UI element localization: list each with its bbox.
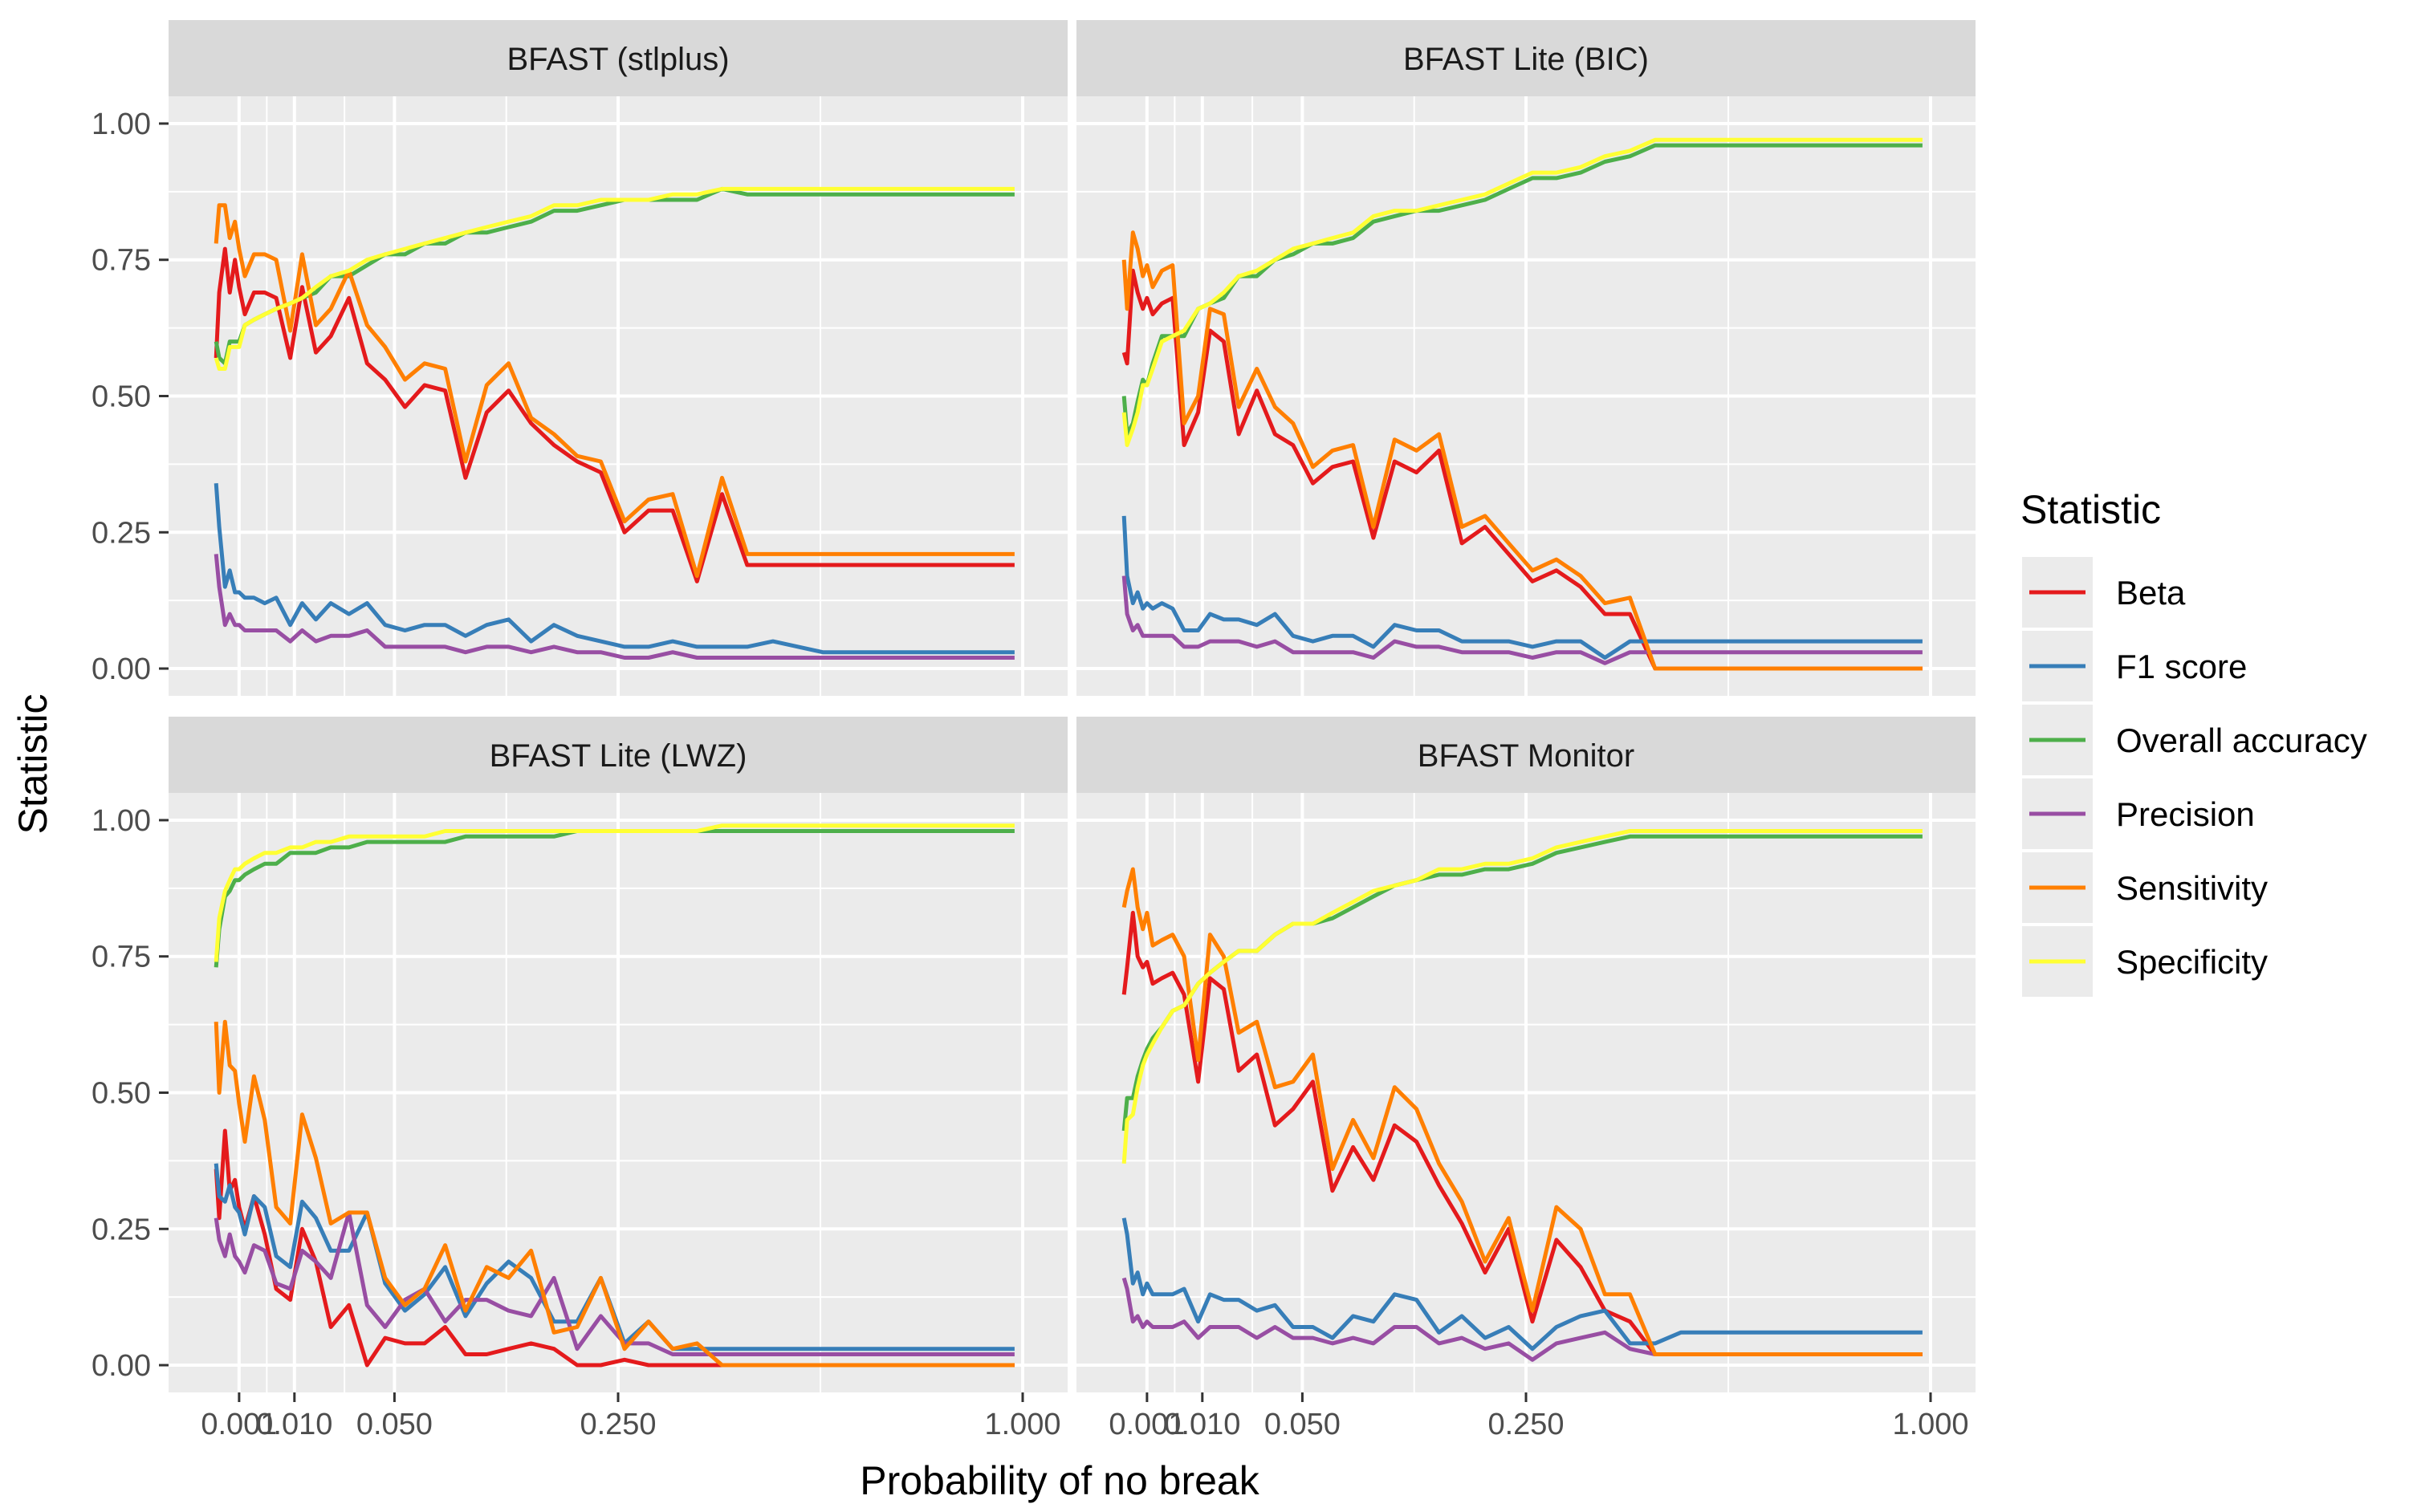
y-tick-label: 0.00 xyxy=(92,1349,151,1383)
panel-strip xyxy=(169,717,1068,793)
series-line-f1-score xyxy=(1121,515,1923,660)
x-tick-label: 0.001 xyxy=(1109,1408,1185,1441)
legend-label: Overall accuracy xyxy=(2116,721,2367,759)
legend-item-beta: Beta xyxy=(2022,557,2186,628)
x-tick-label: 0.001 xyxy=(201,1408,277,1441)
y-tick-label: 0.50 xyxy=(92,380,151,414)
x-tick-label: 0.050 xyxy=(356,1408,433,1441)
panel-strip xyxy=(1076,717,1976,793)
legend-item-precision: Precision xyxy=(2022,778,2255,849)
y-tick-label: 0.75 xyxy=(92,941,151,974)
panel-bfast-lite-lwz: BFAST Lite (LWZ) 0.00 0.25 0.50 0.75 1.0… xyxy=(92,717,1068,1441)
series-line-specificity xyxy=(214,186,1015,371)
panel-title: BFAST Monitor xyxy=(1418,738,1634,774)
x-tick-label: 1.000 xyxy=(984,1408,1060,1441)
legend-item-overall-accuracy: Overall accuracy xyxy=(2022,705,2367,775)
series-line-specificity xyxy=(1121,137,1923,448)
series-line-overall-accuracy xyxy=(214,829,1015,968)
panel-title: BFAST Lite (BIC) xyxy=(1403,42,1649,77)
series-group xyxy=(1121,829,1923,1362)
x-axis: 0.001 0.010 0.050 0.250 1.000 xyxy=(1109,1392,1969,1441)
series-line-f1-score xyxy=(214,1163,1015,1351)
legend-item-f1-score: F1 score xyxy=(2022,631,2247,701)
x-tick-label: 0.250 xyxy=(1487,1408,1564,1441)
panel-bfast-lite-bic: BFAST Lite (BIC) xyxy=(1076,20,1976,696)
y-tick-label: 0.00 xyxy=(92,652,151,686)
y-tick-label: 0.25 xyxy=(92,1213,151,1246)
legend-item-specificity: Specificity xyxy=(2022,926,2268,997)
series-line-sensitivity xyxy=(214,203,1015,579)
y-axis: 0.00 0.25 0.50 0.75 1.00 xyxy=(92,108,169,686)
x-axis-title: Probability of no break xyxy=(860,1458,1260,1503)
legend-label: Specificity xyxy=(2116,943,2268,981)
panel-strip xyxy=(169,20,1068,96)
y-tick-label: 0.25 xyxy=(92,516,151,550)
series-line-precision xyxy=(1121,575,1923,665)
series-group xyxy=(1121,137,1923,671)
legend-label: Beta xyxy=(2116,574,2186,612)
x-tick-label: 0.250 xyxy=(580,1408,656,1441)
series-group xyxy=(214,186,1015,660)
legend-label: F1 score xyxy=(2116,648,2247,685)
panel-bfast-stlplus: BFAST (stlplus) 0.00 0.25 0.50 0.75 1.00 xyxy=(92,20,1068,696)
series-line-beta xyxy=(214,246,1015,583)
series-line-sensitivity xyxy=(214,1019,1015,1368)
x-tick-label: 0.050 xyxy=(1264,1408,1341,1441)
y-axis-title: Statistic xyxy=(10,693,55,834)
x-tick-label: 0.010 xyxy=(1164,1408,1240,1441)
legend-label: Sensitivity xyxy=(2116,869,2268,907)
legend-label: Precision xyxy=(2116,795,2255,833)
y-tick-label: 0.75 xyxy=(92,244,151,278)
y-axis: 0.00 0.25 0.50 0.75 1.00 xyxy=(92,804,169,1383)
legend-item-sensitivity: Sensitivity xyxy=(2022,852,2268,923)
y-tick-label: 1.00 xyxy=(92,804,151,838)
legend-title: Statistic xyxy=(2020,487,2161,532)
legend: Statistic Beta F1 score Overall accuracy… xyxy=(2020,487,2367,997)
grid-major-x xyxy=(237,96,1024,696)
series-line-precision xyxy=(214,1210,1015,1356)
y-tick-label: 0.50 xyxy=(92,1077,151,1111)
series-line-f1-score xyxy=(214,483,1015,655)
series-line-precision xyxy=(214,554,1015,660)
panel-strip xyxy=(1076,20,1976,96)
series-line-f1-score xyxy=(1121,1217,1923,1351)
panel-title: BFAST (stlplus) xyxy=(507,42,729,77)
x-axis: 0.001 0.010 0.050 0.250 1.000 xyxy=(201,1392,1061,1441)
series-line-specificity xyxy=(1121,829,1923,1164)
series-line-sensitivity xyxy=(1121,230,1923,671)
x-tick-label: 1.000 xyxy=(1892,1408,1968,1441)
series-line-sensitivity xyxy=(1121,867,1923,1356)
y-tick-label: 1.00 xyxy=(92,108,151,141)
panel-title: BFAST Lite (LWZ) xyxy=(490,738,747,774)
series-line-specificity xyxy=(214,823,1015,962)
panel-bfast-monitor: BFAST Monitor 0.001 0.010 0.050 0.250 1.… xyxy=(1076,717,1976,1441)
series-group xyxy=(214,823,1015,1368)
x-tick-label: 0.010 xyxy=(256,1408,332,1441)
